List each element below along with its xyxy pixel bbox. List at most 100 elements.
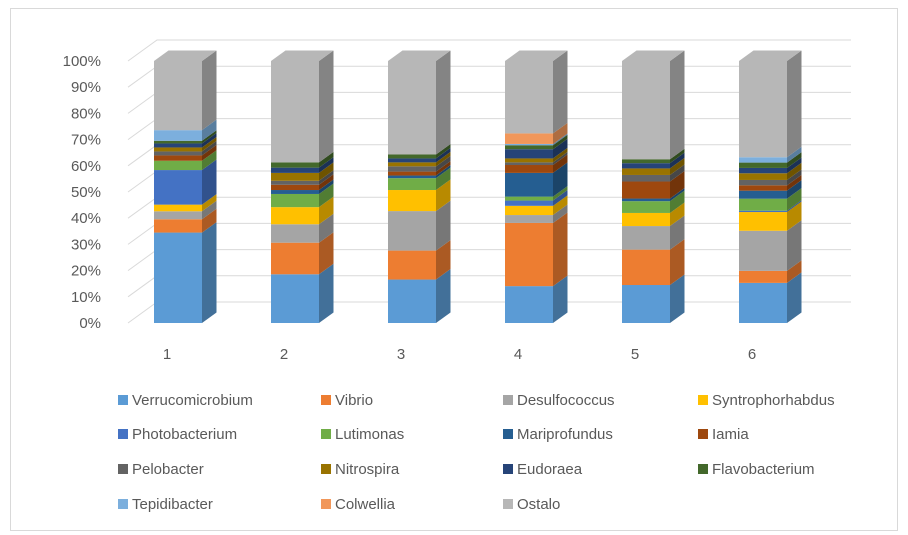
bar-front — [388, 279, 436, 323]
bar-side — [319, 213, 334, 243]
bar-segment — [388, 240, 451, 280]
x-tick-label: 5 — [631, 346, 639, 363]
bar-front — [505, 196, 553, 201]
bar-front — [505, 61, 553, 134]
x-tick-label: 6 — [748, 346, 756, 363]
bar-side — [202, 50, 217, 131]
bar-side — [670, 239, 685, 286]
y-axis: 0% 10% 20% 30% 40% 50% 60% 70% 80% 90% 100% — [63, 53, 101, 332]
legend-swatch — [698, 429, 708, 439]
bar-top — [388, 50, 451, 61]
bar-front — [505, 158, 553, 163]
bar-segment — [739, 201, 802, 231]
bar-side — [553, 133, 568, 146]
bar-segment — [622, 215, 685, 250]
bar-side — [787, 201, 802, 231]
legend-swatch — [118, 464, 128, 474]
column-1 — [154, 50, 217, 323]
legend-label: Colwellia — [335, 496, 396, 513]
legend-label: Photobacterium — [132, 426, 237, 443]
bar-side — [436, 269, 451, 323]
bar-segment — [388, 269, 451, 323]
bar-side — [436, 50, 451, 155]
bar-segment — [505, 122, 568, 144]
bar-front — [622, 212, 670, 227]
bar-side — [670, 157, 685, 175]
stacked-column-chart: 0% 10% 20% 30% 40% 50% 60% 70% 80% 90% 100% 1 2 3 4 5 6 V… — [63, 39, 851, 513]
bar-front — [739, 210, 787, 213]
bar-front — [271, 190, 319, 194]
legend-swatch — [118, 395, 128, 405]
bar-segment — [739, 180, 802, 199]
bar-segment — [622, 239, 685, 286]
bar-front — [505, 286, 553, 323]
legend-label: Desulfococcus — [517, 392, 615, 409]
legend-label: Mariprofundus — [517, 426, 613, 443]
bar-side — [319, 50, 334, 163]
bar-side — [553, 204, 568, 223]
bar-front — [271, 184, 319, 191]
legend-item: Syntrophorhabdus — [698, 392, 835, 409]
bar-segment — [622, 157, 685, 175]
bar-segment — [154, 208, 217, 233]
bar-front — [505, 145, 553, 150]
bar-front — [739, 282, 787, 323]
legend-label: Ostalo — [517, 496, 560, 513]
legend-swatch — [321, 464, 331, 474]
bar-segment — [154, 222, 217, 323]
bar-side — [319, 263, 334, 323]
bar-front — [154, 151, 202, 156]
bar-front — [505, 200, 553, 206]
bar-front — [622, 198, 670, 202]
legend-label: Verrucomicrobium — [132, 392, 253, 409]
bar-segment — [154, 136, 217, 152]
bar-side — [553, 154, 568, 173]
bar-side — [670, 190, 685, 213]
bar-segment — [505, 147, 568, 163]
bar-front — [739, 190, 787, 199]
bar-segment — [271, 232, 334, 275]
bar-side — [436, 167, 451, 191]
bar-segment — [154, 50, 217, 131]
bar-front — [388, 166, 436, 172]
y-tick-label: 0% — [79, 315, 101, 332]
legend-swatch — [503, 499, 513, 509]
bar-front — [388, 178, 436, 191]
bar-front — [505, 222, 553, 287]
bar-segment — [505, 186, 568, 201]
bar-side — [553, 195, 568, 216]
bar-side — [787, 260, 802, 283]
bar-segment — [622, 164, 685, 182]
bar-segment — [505, 162, 568, 197]
bar-front — [505, 143, 553, 146]
bar-side — [202, 130, 217, 144]
bar-side — [319, 162, 334, 181]
bar-side — [553, 186, 568, 201]
legend: Verrucomicrobium Vibrio Desulfococcus Syntr… — [118, 392, 835, 513]
bar-segment — [622, 152, 685, 169]
legend-label: Syntrophorhabdus — [712, 392, 835, 409]
column-2 — [271, 50, 334, 323]
legend-swatch — [503, 464, 513, 474]
bar-front — [388, 154, 436, 159]
bar-side — [553, 147, 568, 163]
bar-side — [553, 190, 568, 206]
bar-front — [622, 61, 670, 160]
legend-item: Nitrospira — [321, 461, 400, 478]
bar-segment — [505, 275, 568, 323]
legend-swatch — [698, 464, 708, 474]
bar-segment — [622, 190, 685, 213]
bar-front — [505, 133, 553, 144]
bar-segment — [739, 272, 802, 323]
bar-front — [271, 61, 319, 163]
bar-front — [622, 226, 670, 250]
bar-side — [670, 274, 685, 323]
bar-front — [154, 130, 202, 141]
bar-front — [505, 172, 553, 197]
bar-side — [436, 155, 451, 172]
bar-segment — [505, 134, 568, 150]
bar-front — [388, 250, 436, 280]
legend-item: Lutimonas — [321, 426, 404, 443]
bar-side — [436, 161, 451, 176]
bar-segment — [154, 150, 217, 171]
